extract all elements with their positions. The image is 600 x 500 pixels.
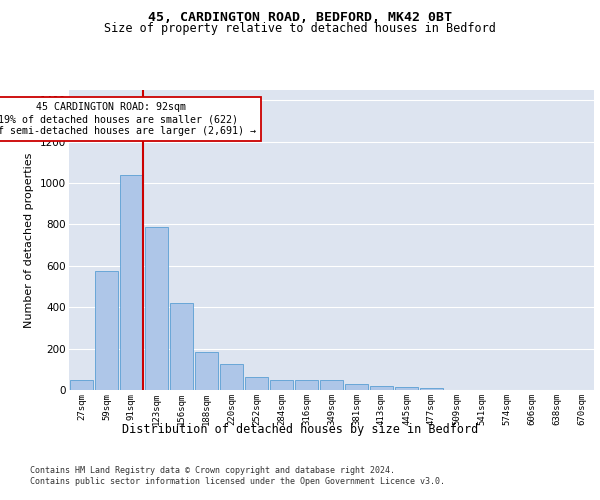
Bar: [120, 175, 143, 390]
Bar: [345, 384, 368, 390]
Y-axis label: Number of detached properties: Number of detached properties: [25, 152, 34, 328]
Bar: [70, 380, 93, 390]
Bar: [395, 387, 418, 390]
Text: Contains HM Land Registry data © Crown copyright and database right 2024.: Contains HM Land Registry data © Crown c…: [30, 466, 395, 475]
Text: Distribution of detached houses by size in Bedford: Distribution of detached houses by size …: [122, 422, 478, 436]
Text: Contains public sector information licensed under the Open Government Licence v3: Contains public sector information licen…: [30, 477, 445, 486]
Bar: [295, 380, 318, 390]
Text: 45 CARDINGTON ROAD: 92sqm
← 19% of detached houses are smaller (622)
81% of semi: 45 CARDINGTON ROAD: 92sqm ← 19% of detac…: [0, 102, 256, 136]
Text: 45, CARDINGTON ROAD, BEDFORD, MK42 0BT: 45, CARDINGTON ROAD, BEDFORD, MK42 0BT: [148, 11, 452, 24]
Bar: [270, 380, 293, 390]
Bar: [420, 388, 443, 390]
Bar: [195, 352, 218, 390]
Bar: [320, 380, 343, 390]
Bar: [170, 303, 193, 390]
Text: Size of property relative to detached houses in Bedford: Size of property relative to detached ho…: [104, 22, 496, 35]
Bar: [220, 364, 243, 390]
Bar: [370, 386, 393, 390]
Bar: [145, 226, 168, 390]
Bar: [245, 377, 268, 390]
Bar: [95, 271, 118, 390]
